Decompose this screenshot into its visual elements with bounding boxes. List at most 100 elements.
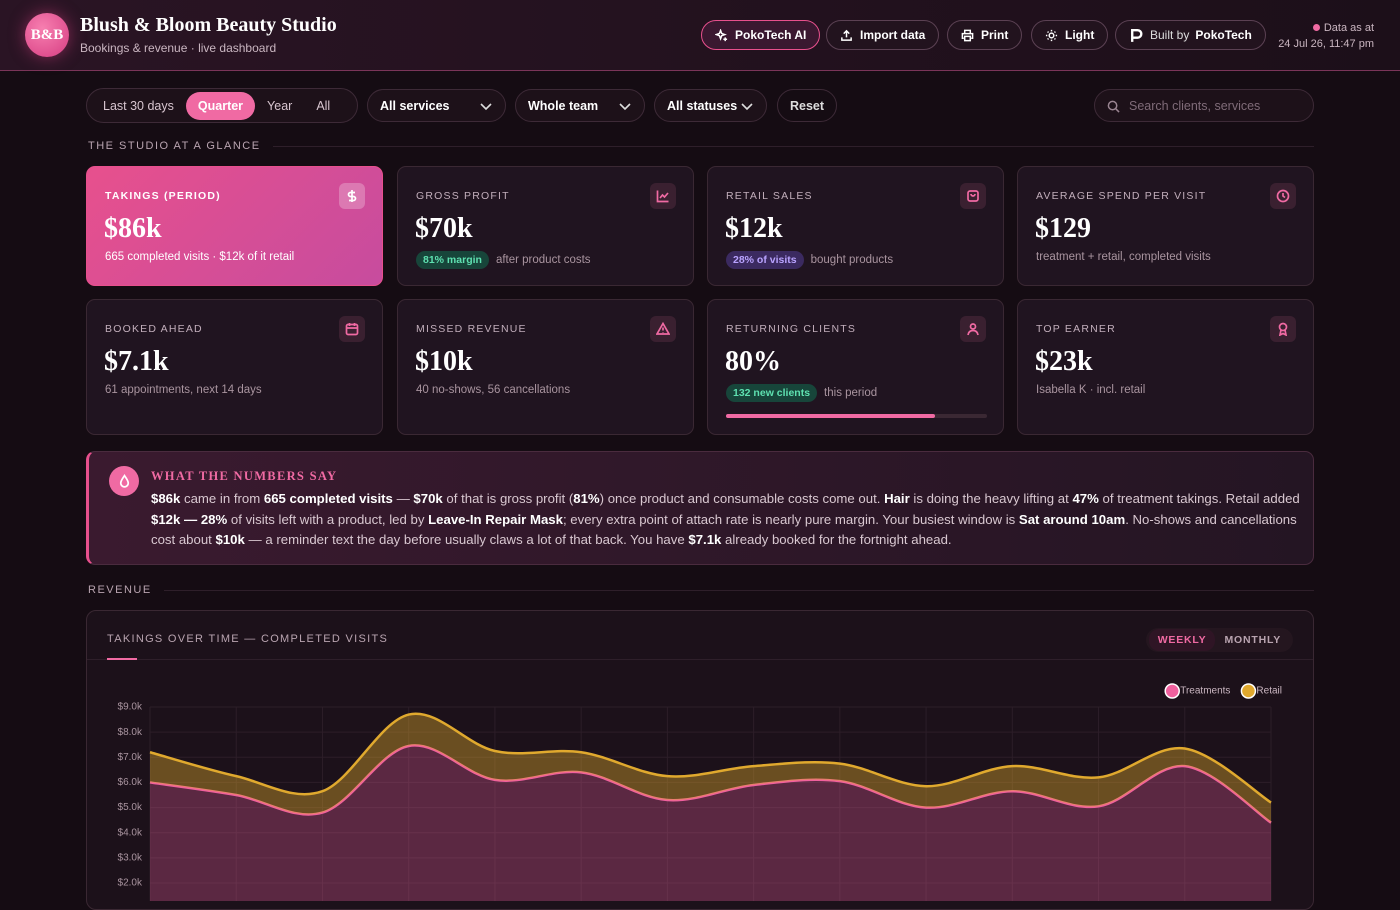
- kpi-note-text: bought products: [810, 254, 894, 266]
- kpi-note: 132 new clients this period: [726, 384, 877, 402]
- filter-dropdown[interactable]: All statuses: [654, 89, 767, 122]
- period-tabs: WEEKLY MONTHLY: [1145, 628, 1293, 652]
- reset-button[interactable]: Reset: [777, 89, 838, 122]
- header-button[interactable]: Light: [1031, 20, 1109, 50]
- range-option[interactable]: All: [316, 98, 331, 113]
- area-fill: [150, 745, 1271, 901]
- legend-label: Retail: [1256, 686, 1282, 697]
- kpi-icon: [960, 183, 986, 209]
- title-underline: [107, 658, 137, 660]
- section-heading: REVENUE: [88, 584, 1314, 596]
- series-line: [149, 712, 1272, 804]
- icon: [345, 323, 359, 336]
- progress-bar: [726, 414, 935, 418]
- insight-fragment: of treatment takings. Retail added: [1098, 491, 1300, 506]
- kpi-note-text: 665 completed visits · $12k of it retail: [105, 251, 295, 263]
- timestamp-value: 24 Jul 26, 11:47 pm: [1278, 38, 1374, 50]
- logo: B&B: [25, 13, 69, 57]
- chevron: [619, 102, 631, 110]
- insight-fragment: 47%: [1072, 491, 1099, 506]
- insight-fragment: ) once product and consumable costs come…: [599, 491, 885, 506]
- kpi-label: RETAIL SALES: [726, 190, 813, 202]
- icon: [347, 190, 357, 202]
- kpi-note-text: 61 appointments, next 14 days: [105, 384, 262, 396]
- kpi-card: TAKINGS (PERIOD) $86k 665 completed visits…: [86, 166, 383, 286]
- insight-fragment: $10k: [215, 532, 245, 547]
- kpi-card: GROSS PROFIT $70k 81% margin after product …: [397, 166, 694, 286]
- kpi-value: $10k: [415, 346, 473, 377]
- button-icon: [1045, 29, 1058, 41]
- kpi-icon: [339, 316, 365, 342]
- y-tick-label: $7.0k: [118, 752, 143, 763]
- app-subtitle: Bookings & revenue · live dashboard: [80, 41, 277, 55]
- dropdown-label: Whole team: [528, 98, 599, 113]
- legend-label: Treatments: [1180, 686, 1230, 697]
- kpi-card: TOP EARNER $23k Isabella K · incl. retail: [1017, 299, 1314, 435]
- chevron: [480, 102, 492, 110]
- kpi-value: $86k: [104, 213, 162, 244]
- insight-fragment: of visits left with a product, led by: [227, 511, 429, 527]
- kpi-card: RETAIL SALES $12k 28% of visits bought prod…: [707, 166, 1004, 286]
- kpi-value: $70k: [415, 213, 473, 244]
- kpi-value: $129: [1035, 213, 1091, 244]
- insight-fragment: 665 completed visits: [263, 491, 393, 506]
- insight-fragment: came in from: [180, 491, 264, 506]
- button-icon: [961, 29, 974, 41]
- y-tick-label: $5.0k: [118, 802, 143, 813]
- kpi-card: RETURNING CLIENTS 80% 132 new clients this …: [707, 299, 1004, 435]
- kpi-value: $7.1k: [104, 346, 169, 377]
- progress-track: [726, 414, 987, 418]
- kpi-card: MISSED REVENUE $10k 40 no-shows, 56 cancel…: [397, 299, 694, 435]
- divider: [87, 659, 1313, 660]
- header-button[interactable]: Print: [947, 20, 1023, 50]
- kpi-note: Isabella K · incl. retail: [1036, 384, 1145, 396]
- icon: [656, 190, 669, 203]
- kpi-note: 40 no-shows, 56 cancellations: [416, 384, 570, 396]
- insight-fragment: 81%: [573, 491, 600, 506]
- kpi-note: treatment + retail, completed visits: [1036, 251, 1211, 263]
- period-tab[interactable]: WEEKLY: [1148, 629, 1216, 651]
- kpi-note: 81% margin after product costs: [416, 251, 591, 269]
- app-title: Blush & Bloom Beauty Studio: [80, 14, 337, 36]
- chevron: [741, 102, 753, 110]
- range-option[interactable]: Year: [267, 98, 293, 113]
- kpi-value: $23k: [1035, 346, 1093, 377]
- chart-panel: $2.0k $3.0k $4.0k $5.0k $6.0k $7.0k $8.0k $9.0k…: [86, 610, 1314, 910]
- kpi-label: AVERAGE SPEND PER VISIT: [1036, 190, 1207, 202]
- button-label: Light: [1065, 28, 1095, 42]
- insight-text: $86k came in from 665 completed visits —…: [151, 489, 1301, 551]
- y-tick-label: $3.0k: [118, 853, 143, 864]
- header-button[interactable]: Import data: [826, 20, 940, 50]
- y-tick-label: $4.0k: [118, 827, 143, 838]
- kpi-value: $12k: [725, 213, 783, 244]
- button-icon: [715, 28, 728, 41]
- range-option[interactable]: Last 30 days: [103, 98, 174, 113]
- y-tick-label: $6.0k: [118, 777, 143, 788]
- period-tab[interactable]: MONTHLY: [1224, 634, 1281, 646]
- button-label: Import data: [860, 28, 926, 42]
- built-by[interactable]: Built by PokoTech: [1115, 20, 1266, 50]
- y-tick-label: $9.0k: [118, 702, 143, 713]
- search-placeholder: Search clients, services: [1129, 98, 1261, 113]
- insight-fragment: $12k — 28%: [151, 511, 228, 527]
- filter-dropdown[interactable]: Whole team: [515, 89, 645, 122]
- icon: [1278, 322, 1288, 336]
- dropdown-label: All statuses: [667, 98, 738, 113]
- insight-fragment: is doing the heavy lifting at: [909, 491, 1073, 506]
- kpi-label: TOP EARNER: [1036, 323, 1116, 335]
- search-box[interactable]: Search clients, services: [1094, 89, 1314, 122]
- kpi-icon: [650, 183, 676, 209]
- insight-fragment: . No-shows and cancellations cost about: [151, 511, 1297, 548]
- divider: [272, 145, 1314, 147]
- legend-swatch: [1164, 683, 1180, 699]
- chart: $2.0k $3.0k $4.0k $5.0k $6.0k $7.0k $8.0k $9.0k…: [118, 683, 1282, 901]
- insight-fragment: of that is gross profit (: [442, 491, 574, 506]
- kpi-icon: [960, 316, 986, 342]
- kpi-note-text: this period: [824, 387, 878, 399]
- data-timestamp: Data as at 24 Jul 26, 11:47 pm: [1278, 20, 1374, 52]
- range-option[interactable]: Quarter: [185, 91, 256, 120]
- insight-fragment: $7.1k: [688, 532, 722, 547]
- filter-dropdown[interactable]: All services: [367, 89, 506, 122]
- dropdown-label: All services: [380, 98, 450, 113]
- header-button[interactable]: PokoTech AI: [701, 20, 821, 50]
